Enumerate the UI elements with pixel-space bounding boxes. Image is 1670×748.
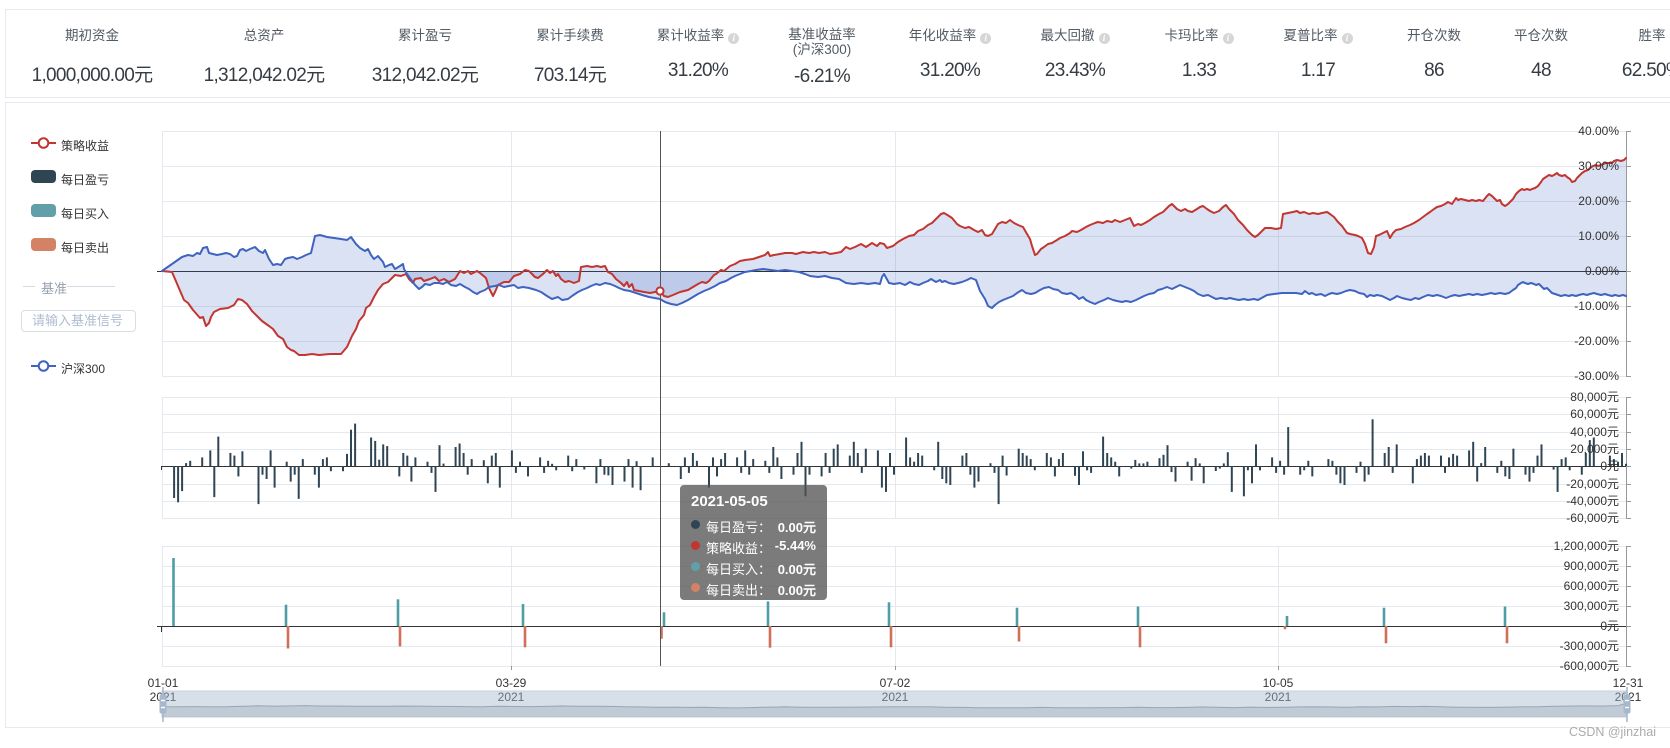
svg-text:-10.00%: -10.00%: [1574, 299, 1619, 313]
svg-text:-20.00%: -20.00%: [1574, 334, 1619, 348]
svg-text:40.00%: 40.00%: [1578, 124, 1619, 138]
svg-text:-40,000元: -40,000元: [1566, 494, 1619, 508]
svg-text:2021: 2021: [498, 690, 525, 704]
svg-text:10-05: 10-05: [1263, 676, 1294, 690]
svg-text:300,000元: 300,000元: [1564, 599, 1619, 613]
svg-text:-60,000元: -60,000元: [1566, 511, 1619, 525]
svg-text:2021: 2021: [1265, 690, 1292, 704]
svg-text:-600,000元: -600,000元: [1560, 659, 1619, 673]
svg-text:-300,000元: -300,000元: [1560, 639, 1619, 653]
svg-text:60,000元: 60,000元: [1570, 407, 1619, 421]
svg-text:10.00%: 10.00%: [1578, 229, 1619, 243]
svg-text:0元: 0元: [1600, 619, 1619, 633]
svg-text:20,000元: 20,000元: [1570, 442, 1619, 456]
svg-text:20.00%: 20.00%: [1578, 194, 1619, 208]
svg-text:1,200,000元: 1,200,000元: [1554, 539, 1619, 553]
svg-text:600,000元: 600,000元: [1564, 579, 1619, 593]
svg-text:30.00%: 30.00%: [1578, 159, 1619, 173]
svg-text:2021: 2021: [882, 690, 909, 704]
svg-text:03-29: 03-29: [496, 676, 527, 690]
svg-text:12-31: 12-31: [1613, 676, 1644, 690]
svg-text:900,000元: 900,000元: [1564, 559, 1619, 573]
svg-text:07-02: 07-02: [880, 676, 911, 690]
svg-text:-20,000元: -20,000元: [1566, 477, 1619, 491]
svg-text:0元: 0元: [1600, 459, 1619, 473]
svg-text:0.00%: 0.00%: [1585, 264, 1619, 278]
svg-text:01-01: 01-01: [148, 676, 179, 690]
svg-text:-30.00%: -30.00%: [1574, 369, 1619, 383]
svg-text:40,000元: 40,000元: [1570, 425, 1619, 439]
svg-text:80,000元: 80,000元: [1570, 390, 1619, 404]
